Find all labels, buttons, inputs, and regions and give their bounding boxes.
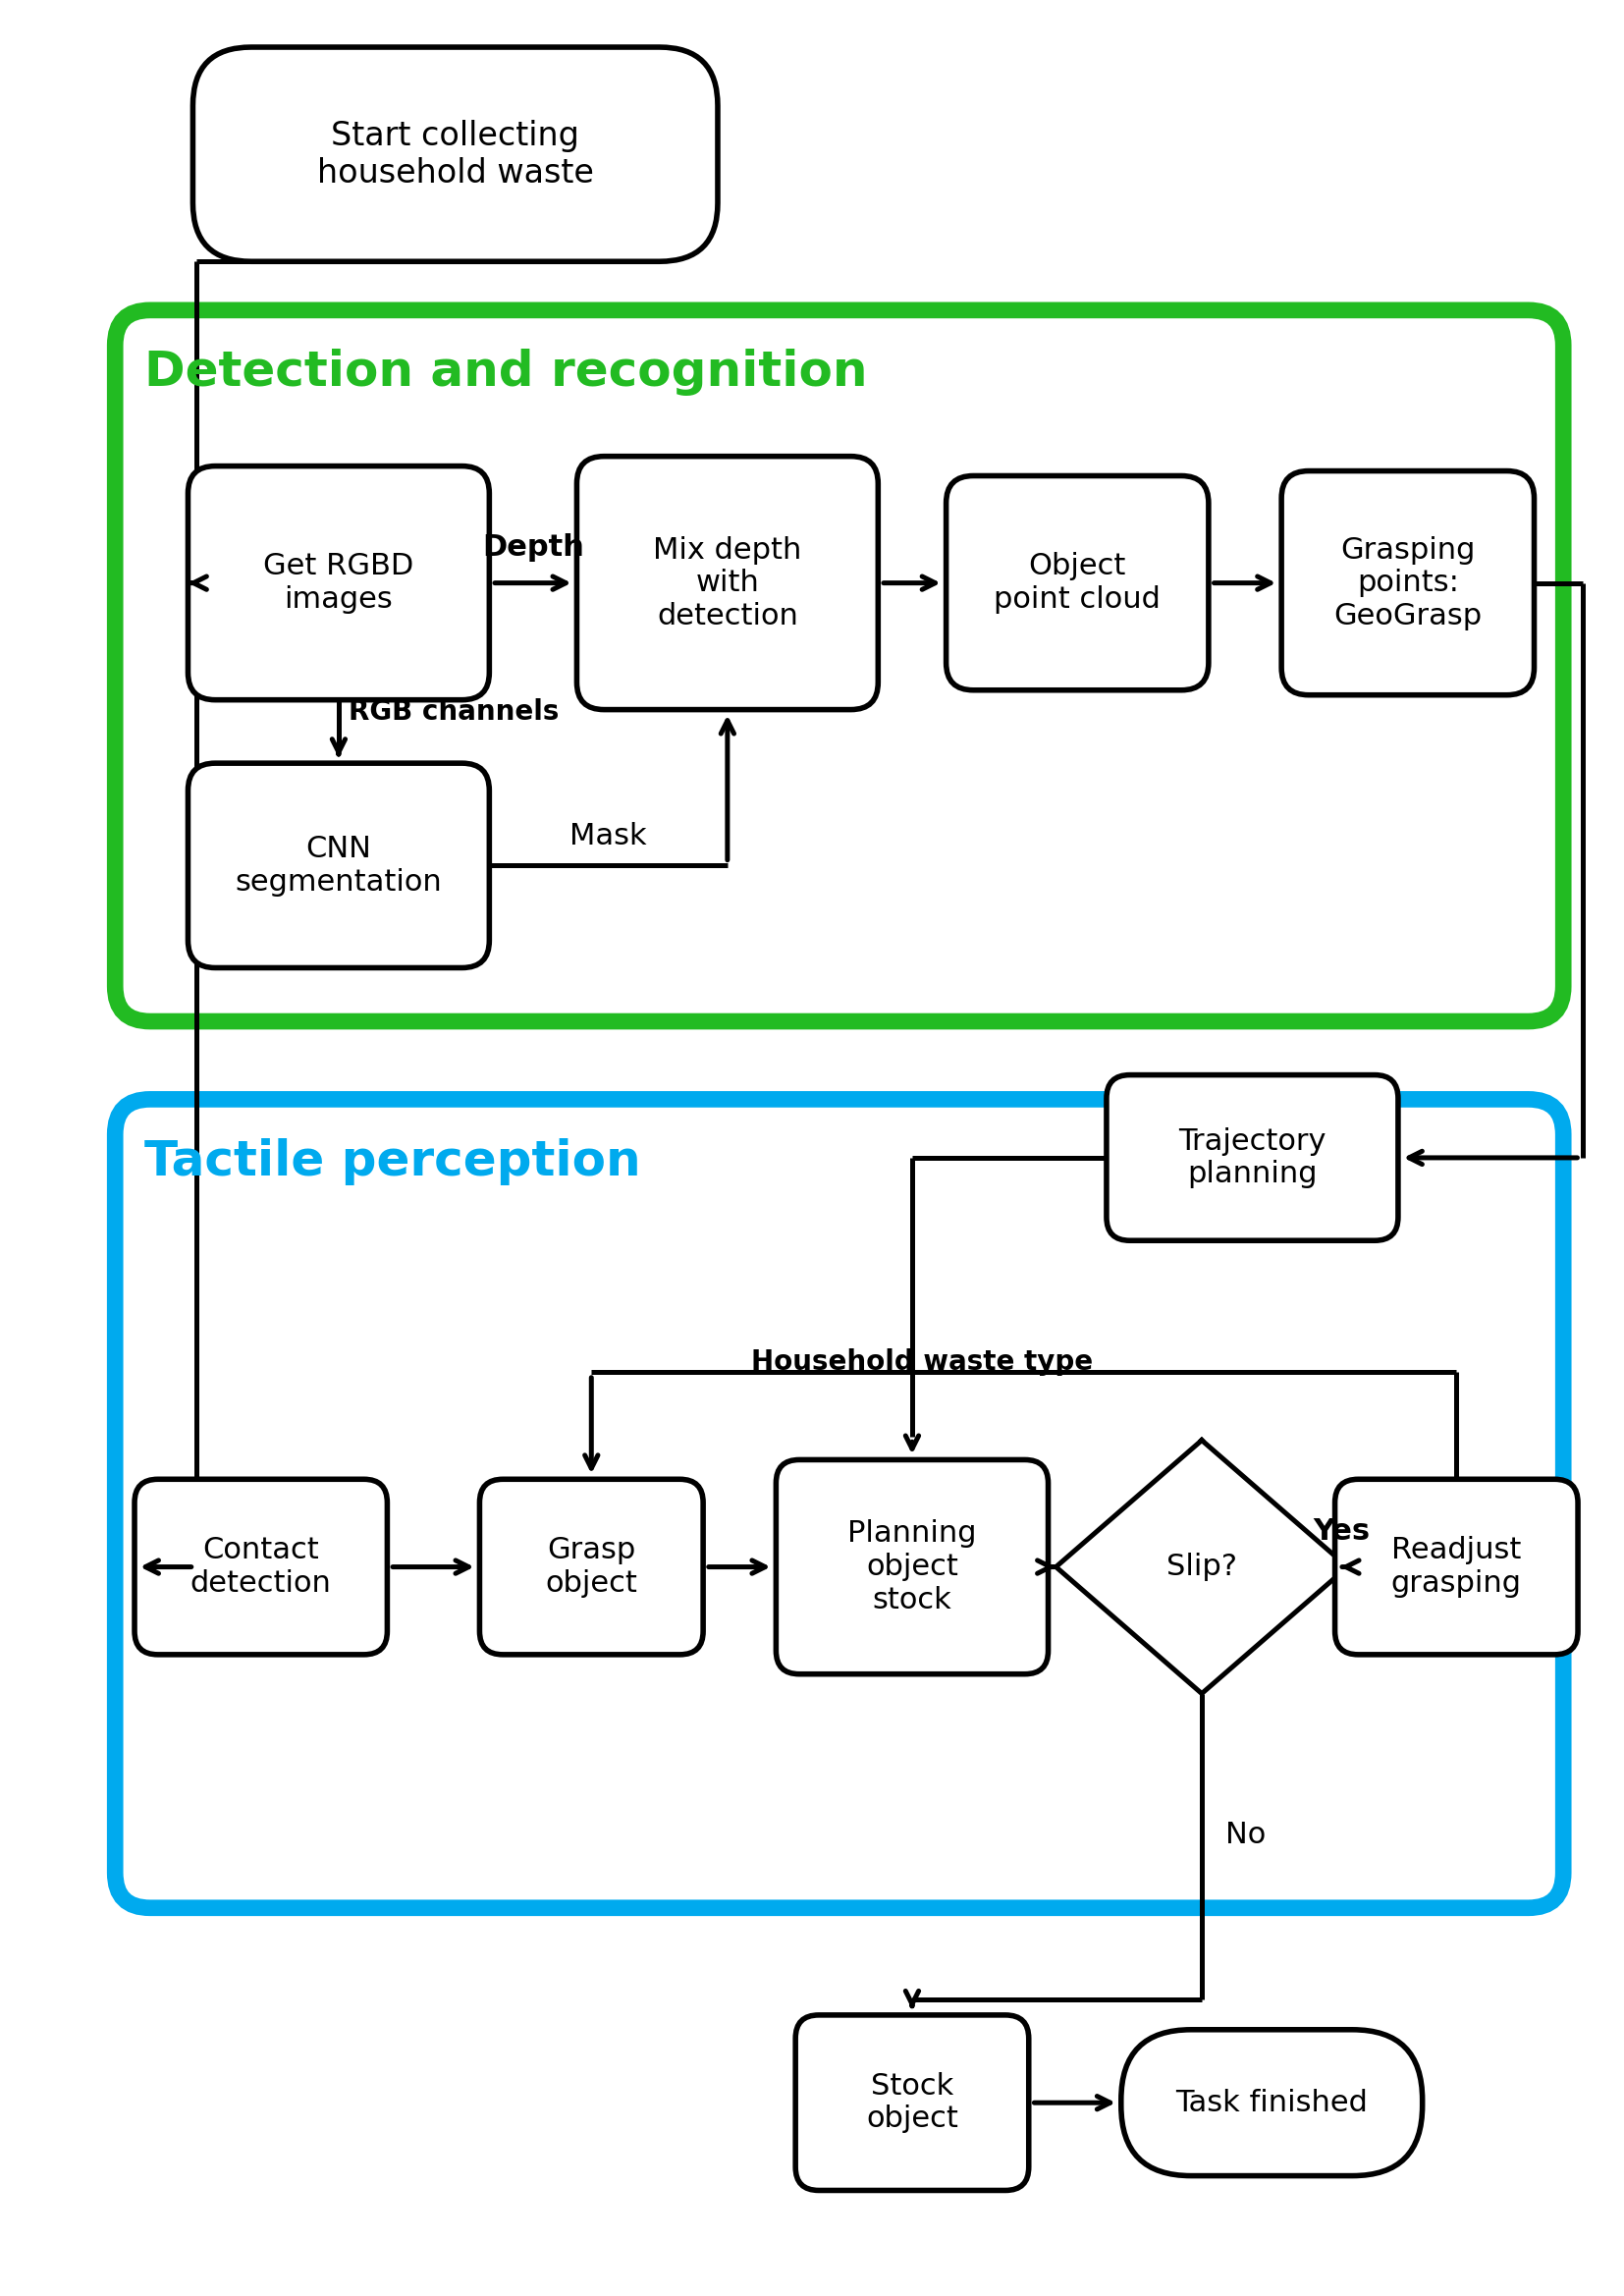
FancyBboxPatch shape: [1121, 2030, 1423, 2177]
Text: No: No: [1224, 1821, 1265, 1848]
FancyBboxPatch shape: [1335, 1479, 1579, 1655]
FancyBboxPatch shape: [1281, 471, 1535, 696]
FancyBboxPatch shape: [1106, 1075, 1398, 1240]
Text: RGB channels: RGB channels: [349, 698, 559, 726]
Text: Planning
object
stock: Planning object stock: [848, 1520, 976, 1614]
Text: CNN
segmentation: CNN segmentation: [235, 836, 442, 895]
Text: Mask: Mask: [570, 822, 646, 850]
Text: Trajectory
planning: Trajectory planning: [1179, 1127, 1327, 1189]
FancyBboxPatch shape: [479, 1479, 703, 1655]
Text: Yes: Yes: [1312, 1518, 1369, 1545]
Text: Detection and recognition: Detection and recognition: [145, 349, 867, 397]
Text: Contact
detection: Contact detection: [190, 1536, 331, 1598]
Text: Start collecting
household waste: Start collecting household waste: [317, 119, 594, 188]
Text: Slip?: Slip?: [1166, 1552, 1237, 1582]
Text: Household waste type: Household waste type: [750, 1348, 1093, 1375]
FancyBboxPatch shape: [115, 310, 1564, 1022]
FancyBboxPatch shape: [188, 466, 489, 700]
FancyBboxPatch shape: [796, 2016, 1028, 2190]
Text: Task finished: Task finished: [1176, 2089, 1367, 2117]
Text: Readjust
grasping: Readjust grasping: [1392, 1536, 1522, 1598]
Text: Get RGBD
images: Get RGBD images: [263, 553, 414, 613]
Text: Object
point cloud: Object point cloud: [994, 553, 1161, 613]
Text: Depth: Depth: [482, 533, 585, 563]
Text: Tactile perception: Tactile perception: [145, 1139, 641, 1185]
Text: Mix depth
with
detection: Mix depth with detection: [653, 535, 802, 629]
Text: Stock
object: Stock object: [866, 2071, 958, 2133]
FancyBboxPatch shape: [947, 475, 1208, 691]
FancyBboxPatch shape: [135, 1479, 387, 1655]
FancyBboxPatch shape: [115, 1100, 1564, 1908]
FancyBboxPatch shape: [188, 762, 489, 969]
Text: Grasp
object: Grasp object: [546, 1536, 638, 1598]
FancyBboxPatch shape: [193, 48, 718, 262]
FancyBboxPatch shape: [776, 1460, 1047, 1674]
Text: Grasping
points:
GeoGrasp: Grasping points: GeoGrasp: [1333, 535, 1483, 629]
FancyBboxPatch shape: [577, 457, 879, 709]
